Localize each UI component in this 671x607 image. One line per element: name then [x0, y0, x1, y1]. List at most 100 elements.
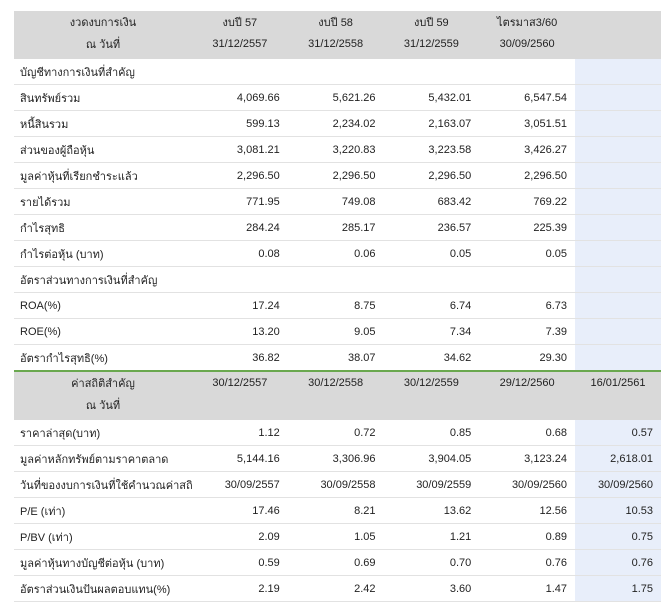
header-date: 30/12/2557: [192, 370, 288, 394]
empty-cell: [575, 59, 661, 85]
empty-cell: [575, 136, 661, 163]
header-empty: [383, 394, 480, 420]
empty-cell: [287, 266, 384, 293]
section-row: อัตราส่วนทางการเงินที่สำคัญ: [14, 266, 661, 293]
value-cell: 2,163.07: [383, 110, 480, 137]
value-cell: 5,621.26: [287, 84, 384, 111]
header-label: ณ วันที่: [14, 394, 192, 420]
empty-cell: [575, 110, 661, 137]
value-cell: 6,547.54: [479, 84, 575, 111]
table-row: สินทรัพย์รวม 4,069.66 5,621.26 5,432.01 6,54…: [14, 84, 661, 111]
row-label: กำไรต่อหุ้น (บาท): [14, 240, 192, 267]
row-label: รายได้รวม: [14, 188, 192, 215]
value-cell: 285.17: [287, 214, 384, 241]
value-cell: 4,069.66: [192, 84, 288, 111]
value-cell: 9.05: [287, 318, 384, 345]
value-cell: 6.73: [479, 292, 575, 319]
stats-header-row: ค่าสถิติสำคัญ 30/12/2557 30/12/2558 30/12/2…: [14, 370, 661, 394]
header-empty: [192, 394, 288, 420]
empty-cell: [575, 188, 661, 215]
table-row: กำไรสุทธิ 284.24 285.17 236.57 225.39: [14, 214, 661, 241]
value-cell: 771.95: [192, 188, 288, 215]
value-cell: 3,051.51: [479, 110, 575, 137]
header-period: งบปี 58: [287, 11, 384, 33]
header-empty: [575, 33, 661, 59]
value-cell: 769.22: [479, 188, 575, 215]
row-label: มูลค่าหุ้นที่เรียกชำระแล้ว: [14, 162, 192, 189]
value-cell: 0.70: [383, 549, 480, 576]
value-cell: 749.08: [287, 188, 384, 215]
value-cell: 5,432.01: [383, 84, 480, 111]
row-label: ROE(%): [14, 318, 192, 345]
value-cell: 2,296.50: [287, 162, 384, 189]
value-cell: 0.08: [192, 240, 288, 267]
financial-table: งวดงบการเงิน งบปี 57 งบปี 58 งบปี 59 ไตรมาส3…: [14, 11, 661, 602]
value-cell: 3.60: [383, 575, 480, 602]
header-date: 29/12/2560: [479, 370, 575, 394]
header-empty: [479, 394, 575, 420]
value-cell: 0.05: [479, 240, 575, 267]
table-row: P/BV (เท่า) 2.09 1.05 1.21 0.89 0.75: [14, 523, 661, 550]
header-empty: [575, 11, 661, 33]
header-date: 31/12/2558: [287, 33, 384, 59]
empty-cell: [383, 266, 480, 293]
value-cell: 2.09: [192, 523, 288, 550]
value-cell: 34.62: [383, 344, 480, 372]
row-label: วันที่ของงบการเงินที่ใช้คำนวณค่าสถิติ: [14, 471, 192, 498]
empty-cell: [479, 59, 575, 85]
value-cell: 284.24: [192, 214, 288, 241]
header-period: งบปี 59: [383, 11, 480, 33]
value-cell: 3,306.96: [287, 445, 384, 472]
value-cell: 30/09/2557: [192, 471, 288, 498]
value-cell: 3,220.83: [287, 136, 384, 163]
value-cell: 2,618.01: [575, 445, 661, 472]
header-period: ไตรมาส3/60: [479, 11, 575, 33]
table-row: กำไรต่อหุ้น (บาท) 0.08 0.06 0.05 0.05: [14, 240, 661, 267]
value-cell: 1.12: [192, 420, 288, 446]
row-label: มูลค่าหลักทรัพย์ตามราคาตลาด: [14, 445, 192, 472]
table-row: วันที่ของงบการเงินที่ใช้คำนวณค่าสถิติ 30/…: [14, 471, 661, 498]
empty-cell: [287, 59, 384, 85]
value-cell: 12.56: [479, 497, 575, 524]
value-cell: 36.82: [192, 344, 288, 372]
section-row: บัญชีทางการเงินที่สำคัญ: [14, 59, 661, 85]
value-cell: 0.85: [383, 420, 480, 446]
value-cell: 0.06: [287, 240, 384, 267]
header-label: งวดงบการเงิน: [14, 11, 192, 33]
row-label: หนี้สินรวม: [14, 110, 192, 137]
row-label: กำไรสุทธิ: [14, 214, 192, 241]
table-row: มูลค่าหุ้นทางบัญชีต่อหุ้น (บาท) 0.59 0.69 0…: [14, 549, 661, 576]
empty-cell: [192, 59, 288, 85]
header-date: 16/01/2561: [575, 370, 661, 394]
stats-header-row: ณ วันที่: [14, 394, 661, 420]
empty-cell: [575, 240, 661, 267]
value-cell: 0.59: [192, 549, 288, 576]
value-cell: 7.39: [479, 318, 575, 345]
value-cell: 225.39: [479, 214, 575, 241]
header-date: 31/12/2557: [192, 33, 288, 59]
table-row: อัตรากำไรสุทธิ(%) 36.82 38.07 34.62 29.30: [14, 344, 661, 372]
empty-cell: [575, 84, 661, 111]
section-title: อัตราส่วนทางการเงินที่สำคัญ: [14, 266, 192, 293]
value-cell: 3,904.05: [383, 445, 480, 472]
value-cell: 0.89: [479, 523, 575, 550]
section-title: บัญชีทางการเงินที่สำคัญ: [14, 59, 192, 85]
header-date: 31/12/2559: [383, 33, 480, 59]
value-cell: 0.72: [287, 420, 384, 446]
value-cell: 2,296.50: [479, 162, 575, 189]
value-cell: 38.07: [287, 344, 384, 372]
value-cell: 599.13: [192, 110, 288, 137]
empty-cell: [479, 266, 575, 293]
value-cell: 1.75: [575, 575, 661, 602]
value-cell: 29.30: [479, 344, 575, 372]
value-cell: 6.74: [383, 292, 480, 319]
value-cell: 7.34: [383, 318, 480, 345]
value-cell: 0.76: [575, 549, 661, 576]
value-cell: 8.75: [287, 292, 384, 319]
header-period: งบปี 57: [192, 11, 288, 33]
header-label: ค่าสถิติสำคัญ: [14, 370, 192, 394]
value-cell: 3,426.27: [479, 136, 575, 163]
empty-cell: [575, 344, 661, 372]
value-cell: 2.42: [287, 575, 384, 602]
value-cell: 13.62: [383, 497, 480, 524]
